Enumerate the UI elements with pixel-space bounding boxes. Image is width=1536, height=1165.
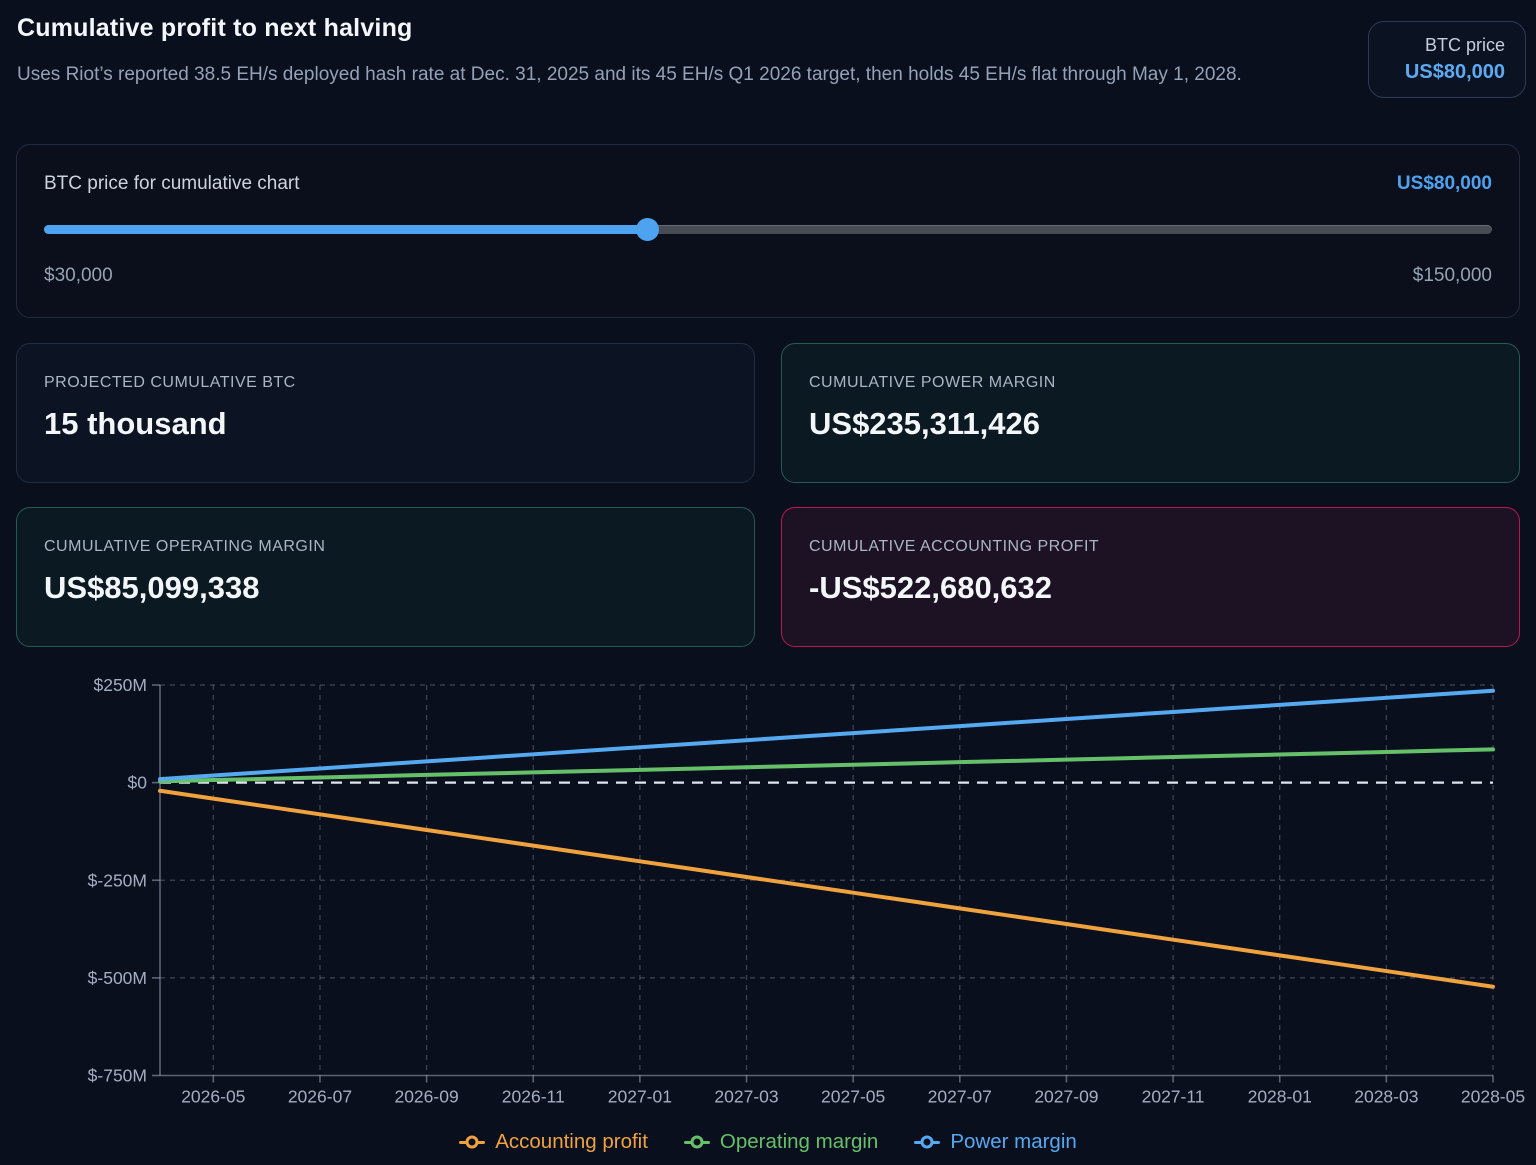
svg-text:2027-01: 2027-01 bbox=[608, 1087, 672, 1107]
svg-text:2027-03: 2027-03 bbox=[714, 1087, 778, 1107]
svg-text:2026-05: 2026-05 bbox=[181, 1087, 245, 1107]
svg-text:2027-11: 2027-11 bbox=[1142, 1087, 1205, 1107]
legend-item-power-margin[interactable]: Power margin bbox=[914, 1130, 1077, 1154]
svg-text:2027-05: 2027-05 bbox=[821, 1087, 885, 1107]
slider-handle[interactable] bbox=[635, 218, 659, 241]
slider-fill bbox=[44, 225, 648, 234]
stat-label: CUMULATIVE ACCOUNTING PROFIT bbox=[809, 538, 1100, 555]
stat-value: 15 thousand bbox=[44, 406, 227, 441]
svg-text:$-500M: $-500M bbox=[88, 968, 147, 988]
stat-value: US$85,099,338 bbox=[44, 570, 260, 605]
btc-price-slider-card: BTC price for cumulative chart US$80,000… bbox=[16, 144, 1520, 318]
btc-price-slider[interactable] bbox=[44, 217, 1492, 241]
chart-canvas: 2026-05 2026-07 2026-09 2026-11 2027-01 2027-… bbox=[88, 675, 1525, 1107]
stat-card-cumulative-operating-margin: CUMULATIVE OPERATING MARGIN US$85,099,33… bbox=[16, 507, 755, 647]
svg-text:$-250M: $-250M bbox=[88, 870, 147, 890]
svg-text:2028-01: 2028-01 bbox=[1248, 1087, 1312, 1107]
stat-value: US$235,311,426 bbox=[809, 406, 1040, 441]
btc-price-badge-value: US$80,000 bbox=[1404, 61, 1505, 83]
page-title: Cumulative profit to next halving bbox=[17, 14, 413, 42]
svg-text:2026-07: 2026-07 bbox=[288, 1087, 352, 1107]
slider-max-label: $150,000 bbox=[1412, 265, 1492, 286]
legend-label: Accounting profit bbox=[495, 1130, 648, 1153]
legend-item-operating-margin[interactable]: Operating margin bbox=[683, 1130, 879, 1154]
svg-text:2027-09: 2027-09 bbox=[1034, 1087, 1098, 1107]
slider-label: BTC price for cumulative chart bbox=[44, 173, 300, 194]
legend-label: Power margin bbox=[950, 1130, 1077, 1153]
cumulative-profit-chart: 2026-05 2026-07 2026-09 2026-11 2027-01 2027-… bbox=[0, 660, 1536, 1112]
svg-text:2027-07: 2027-07 bbox=[928, 1087, 992, 1107]
legend-label: Operating margin bbox=[719, 1130, 879, 1153]
slider-current-value: US$80,000 bbox=[1396, 173, 1492, 194]
stat-card-cumulative-power-margin: CUMULATIVE POWER MARGIN US$235,311,426 bbox=[781, 343, 1520, 483]
slider-min-label: $30,000 bbox=[44, 265, 113, 286]
stat-card-cumulative-accounting-profit: CUMULATIVE ACCOUNTING PROFIT -US$522,680… bbox=[781, 507, 1520, 647]
svg-text:2028-05: 2028-05 bbox=[1461, 1087, 1525, 1107]
stat-label: CUMULATIVE POWER MARGIN bbox=[809, 374, 1056, 391]
svg-text:$-750M: $-750M bbox=[88, 1066, 147, 1086]
line-marker-icon bbox=[459, 1140, 486, 1144]
slider-track[interactable] bbox=[44, 225, 1492, 234]
svg-text:$0: $0 bbox=[128, 773, 148, 793]
stat-label: CUMULATIVE OPERATING MARGIN bbox=[44, 538, 326, 555]
stats-grid: PROJECTED CUMULATIVE BTC 15 thousand CUM… bbox=[16, 343, 1520, 647]
page-subtitle: Uses Riot’s reported 38.5 EH/s deployed … bbox=[17, 64, 1242, 85]
stat-label: PROJECTED CUMULATIVE BTC bbox=[44, 374, 296, 391]
legend-item-accounting-profit[interactable]: Accounting profit bbox=[459, 1130, 648, 1154]
svg-text:2026-09: 2026-09 bbox=[394, 1087, 458, 1107]
line-marker-icon bbox=[683, 1140, 710, 1144]
svg-text:2026-11: 2026-11 bbox=[502, 1087, 565, 1107]
svg-text:$250M: $250M bbox=[93, 675, 147, 695]
stat-value: -US$522,680,632 bbox=[809, 570, 1053, 605]
btc-price-badge-label: BTC price bbox=[1424, 35, 1505, 55]
btc-price-badge: BTC price US$80,000 bbox=[1368, 21, 1526, 98]
line-marker-icon bbox=[914, 1140, 941, 1144]
stat-card-projected-cumulative-btc: PROJECTED CUMULATIVE BTC 15 thousand bbox=[16, 343, 755, 483]
chart-legend: Accounting profit Operating margin Power… bbox=[0, 1122, 1536, 1162]
svg-text:2028-03: 2028-03 bbox=[1354, 1087, 1418, 1107]
